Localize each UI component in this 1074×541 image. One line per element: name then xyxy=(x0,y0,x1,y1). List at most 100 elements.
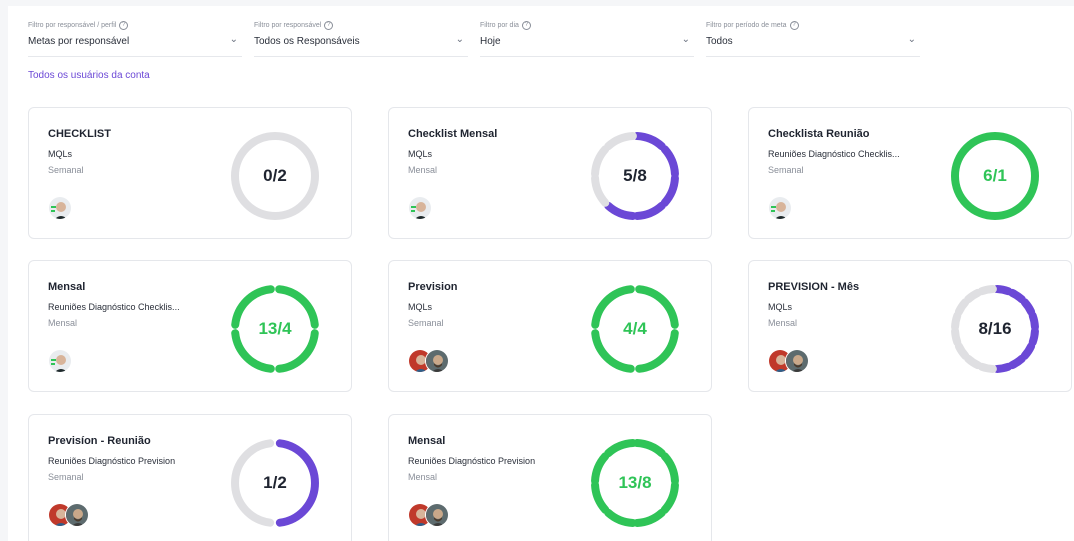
ring-segment xyxy=(964,354,982,370)
ring-segment xyxy=(660,145,679,178)
goal-card[interactable]: Prevision MQLs Semanal 4/4 xyxy=(388,260,712,392)
card-metric: MQLs xyxy=(408,302,433,312)
ring-segment xyxy=(1020,298,1036,316)
avatar[interactable] xyxy=(48,349,72,373)
progress-label: 1/2 xyxy=(263,473,287,492)
ring-segment xyxy=(951,311,962,331)
help-icon[interactable]: ? xyxy=(324,20,334,30)
goal-card[interactable]: PREVISION - Mês MQLs Mensal 8/16 xyxy=(748,260,1072,392)
filter-profile-label: Filtro por responsável / perfil xyxy=(28,22,117,29)
goal-card[interactable]: Mensal Reuniões Diagnóstico Prevision Mens… xyxy=(388,414,712,541)
ring-segment xyxy=(604,508,637,527)
ring-segment xyxy=(591,145,610,178)
avatar[interactable] xyxy=(48,196,72,220)
avatar[interactable] xyxy=(408,196,432,220)
progress-label: 8/16 xyxy=(978,319,1012,338)
ring-segment xyxy=(660,452,679,485)
goal-card[interactable]: CHECKLIST MQLs Semanal 0/2 xyxy=(28,107,352,239)
card-metric: Reuniões Diagnóstico Prevision xyxy=(408,456,536,466)
filter-period-label: Filtro por período de meta xyxy=(706,22,787,29)
filters-bar: Filtro por responsável / perfil? Metas p… xyxy=(28,20,1068,60)
all-users-link[interactable]: Todos os usuários da conta xyxy=(28,70,150,81)
ring-segment xyxy=(993,285,1013,296)
goal-card[interactable]: Checklista Reunião Reuniões Diagnóstico C… xyxy=(748,107,1072,239)
card-metric: Reuniões Diagnóstico Prevision xyxy=(48,456,176,466)
ring-segment xyxy=(635,329,679,373)
progress-label: 6/1 xyxy=(983,166,1007,185)
ring-segment xyxy=(954,298,970,316)
filter-profile[interactable]: Filtro por responsável / perfil? Metas p… xyxy=(28,20,242,57)
card-metric: MQLs xyxy=(408,149,433,159)
ring-segment xyxy=(591,285,635,329)
card-title: Mensal xyxy=(48,281,86,293)
ring-segment xyxy=(604,132,637,151)
filter-period-value: Todos xyxy=(706,36,733,47)
ring-segment xyxy=(1028,327,1039,347)
filter-day[interactable]: Filtro por dia? Hoje ⌄ xyxy=(480,20,694,57)
card-period: Semanal xyxy=(48,165,84,175)
card-period: Mensal xyxy=(768,318,798,328)
goals-dashboard: Filtro por responsável / perfil? Metas p… xyxy=(8,6,1074,541)
ring-segment xyxy=(660,481,679,514)
progress-ring xyxy=(591,439,679,527)
progress-label: 5/8 xyxy=(623,166,647,185)
goal-card[interactable]: Mensal Reuniões Diagnóstico Checklis... Me… xyxy=(28,260,352,392)
progress-label: 0/2 xyxy=(263,166,287,185)
card-metric: Reuniões Diagnóstico Checklis... xyxy=(768,149,900,159)
avatar[interactable] xyxy=(65,503,89,527)
ring-segment xyxy=(591,329,635,373)
ring-segment xyxy=(231,439,275,527)
ring-segment xyxy=(633,201,666,220)
ring-segment xyxy=(604,439,637,458)
ring-segment xyxy=(993,362,1013,373)
ring-segment xyxy=(231,132,319,220)
card-title: Prevision xyxy=(408,281,458,293)
goal-card[interactable]: Previsíon - Reunião Reuniões Diagnóstico … xyxy=(28,414,352,541)
avatar[interactable] xyxy=(785,349,809,373)
ring-segment xyxy=(951,132,1039,220)
ring-segment xyxy=(633,132,666,151)
help-icon[interactable]: ? xyxy=(789,20,799,30)
filter-day-value: Hoje xyxy=(480,36,501,47)
card-title: Checklista Reunião xyxy=(768,128,870,140)
ring-segment xyxy=(591,452,610,485)
ring-segment xyxy=(635,285,679,329)
card-period: Semanal xyxy=(408,318,444,328)
chevron-down-icon: ⌄ xyxy=(229,34,238,45)
ring-segment xyxy=(954,342,970,360)
filter-responsible[interactable]: Filtro por responsável? Todos os Respons… xyxy=(254,20,468,57)
filter-responsible-value: Todos os Responsáveis xyxy=(254,36,360,47)
progress-ring xyxy=(231,285,319,373)
progress-label: 4/4 xyxy=(623,319,647,338)
help-icon[interactable]: ? xyxy=(119,20,129,30)
progress-label: 13/4 xyxy=(258,319,292,338)
filter-responsible-label: Filtro por responsável xyxy=(254,22,322,29)
ring-segment xyxy=(275,439,319,527)
ring-segment xyxy=(1028,311,1039,331)
avatar[interactable] xyxy=(768,196,792,220)
card-title: Checklist Mensal xyxy=(408,128,498,140)
progress-ring xyxy=(591,285,679,373)
ring-segment xyxy=(964,288,982,304)
help-icon[interactable]: ? xyxy=(521,20,531,30)
filter-period[interactable]: Filtro por período de meta? Todos ⌄ xyxy=(706,20,920,57)
card-period: Mensal xyxy=(408,472,438,482)
progress-ring xyxy=(951,285,1039,373)
card-period: Mensal xyxy=(408,165,438,175)
card-title: CHECKLIST xyxy=(48,128,111,140)
goal-card[interactable]: Checklist Mensal MQLs Mensal 5/8 xyxy=(388,107,712,239)
progress-ring xyxy=(231,439,319,527)
card-period: Semanal xyxy=(48,472,84,482)
ring-segment xyxy=(660,174,679,207)
filter-profile-value: Metas por responsável xyxy=(28,36,130,47)
ring-segment xyxy=(1020,342,1036,360)
avatar[interactable] xyxy=(425,349,449,373)
avatar[interactable] xyxy=(425,503,449,527)
card-metric: MQLs xyxy=(48,149,73,159)
chevron-down-icon: ⌄ xyxy=(681,34,690,45)
progress-ring xyxy=(951,132,1039,220)
card-period: Mensal xyxy=(48,318,78,328)
ring-segment xyxy=(977,285,997,296)
ring-segment xyxy=(275,329,319,373)
ring-segment xyxy=(604,201,637,220)
